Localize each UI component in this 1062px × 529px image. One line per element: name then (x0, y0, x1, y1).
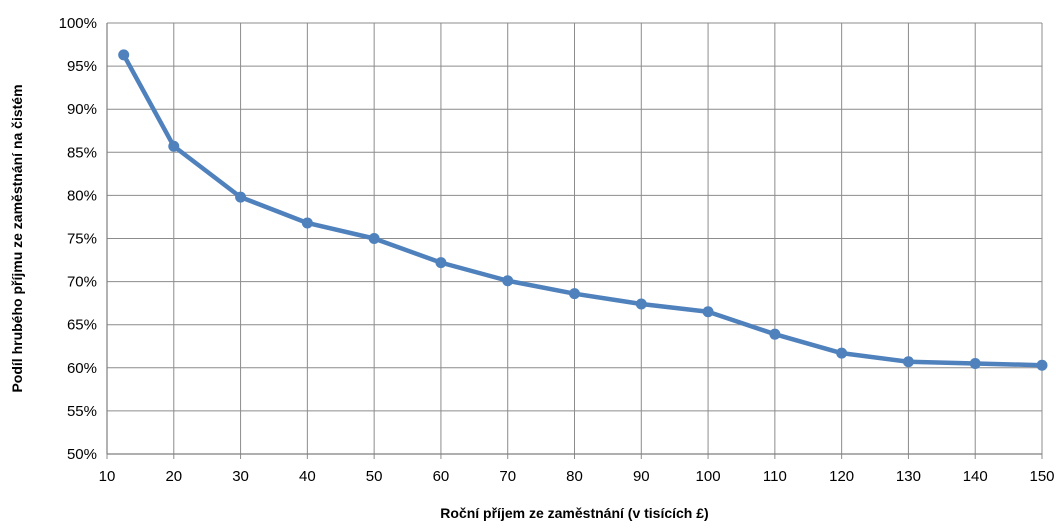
y-tick-label: 80% (67, 187, 97, 204)
x-tick-label: 10 (99, 468, 116, 485)
x-tick-label: 150 (1029, 468, 1054, 485)
data-point (435, 257, 447, 269)
y-tick-label: 100% (59, 15, 97, 32)
axes (106, 23, 1043, 459)
x-tick-label: 30 (232, 468, 249, 485)
data-point (836, 347, 848, 359)
x-tick-label: 40 (299, 468, 316, 485)
y-tick-label: 85% (67, 144, 97, 161)
x-tick-label: 120 (829, 468, 854, 485)
y-tick-label: 90% (67, 101, 97, 118)
x-tick-label: 20 (165, 468, 182, 485)
y-axis-title: Podíl hrubého příjmu ze zaměstnání na či… (9, 84, 25, 392)
y-tick-label: 55% (67, 403, 97, 420)
y-tick-label: 70% (67, 274, 97, 291)
data-point (769, 328, 781, 340)
series (118, 49, 1048, 371)
data-point (168, 140, 180, 152)
y-tick-label: 50% (67, 446, 97, 463)
data-point (635, 298, 647, 310)
x-tick-label: 90 (633, 468, 650, 485)
y-tick-label: 60% (67, 360, 97, 377)
data-point (118, 49, 130, 61)
x-tick-label: 100 (696, 468, 721, 485)
data-point (502, 275, 514, 287)
y-tick-label: 75% (67, 231, 97, 248)
data-point (1036, 359, 1048, 371)
series-line (121, 52, 1045, 368)
y-tick-label: 95% (67, 58, 97, 75)
x-tick-label: 70 (499, 468, 516, 485)
x-tick-label: 60 (433, 468, 450, 485)
tick-labels: 50% 55% 60% 65% 70% 75% 80% 85% 90% 95% 100% 10 20 30… (59, 15, 1055, 485)
data-point (969, 357, 981, 369)
data-point (301, 217, 313, 229)
x-tick-label: 110 (763, 468, 787, 485)
grid (106, 22, 1043, 455)
x-tick-label: 140 (963, 468, 988, 485)
x-tick-label: 50 (366, 468, 383, 485)
data-point (368, 233, 380, 244)
x-axis-title: Roční příjem ze zaměstnání (v tisících £… (440, 505, 708, 521)
x-tick-label: 80 (566, 468, 583, 485)
x-tick-label: 130 (896, 468, 921, 485)
data-point (702, 306, 714, 318)
y-tick-label: 65% (67, 317, 97, 334)
data-point (569, 288, 580, 300)
data-point (902, 356, 914, 368)
data-point (235, 191, 247, 203)
